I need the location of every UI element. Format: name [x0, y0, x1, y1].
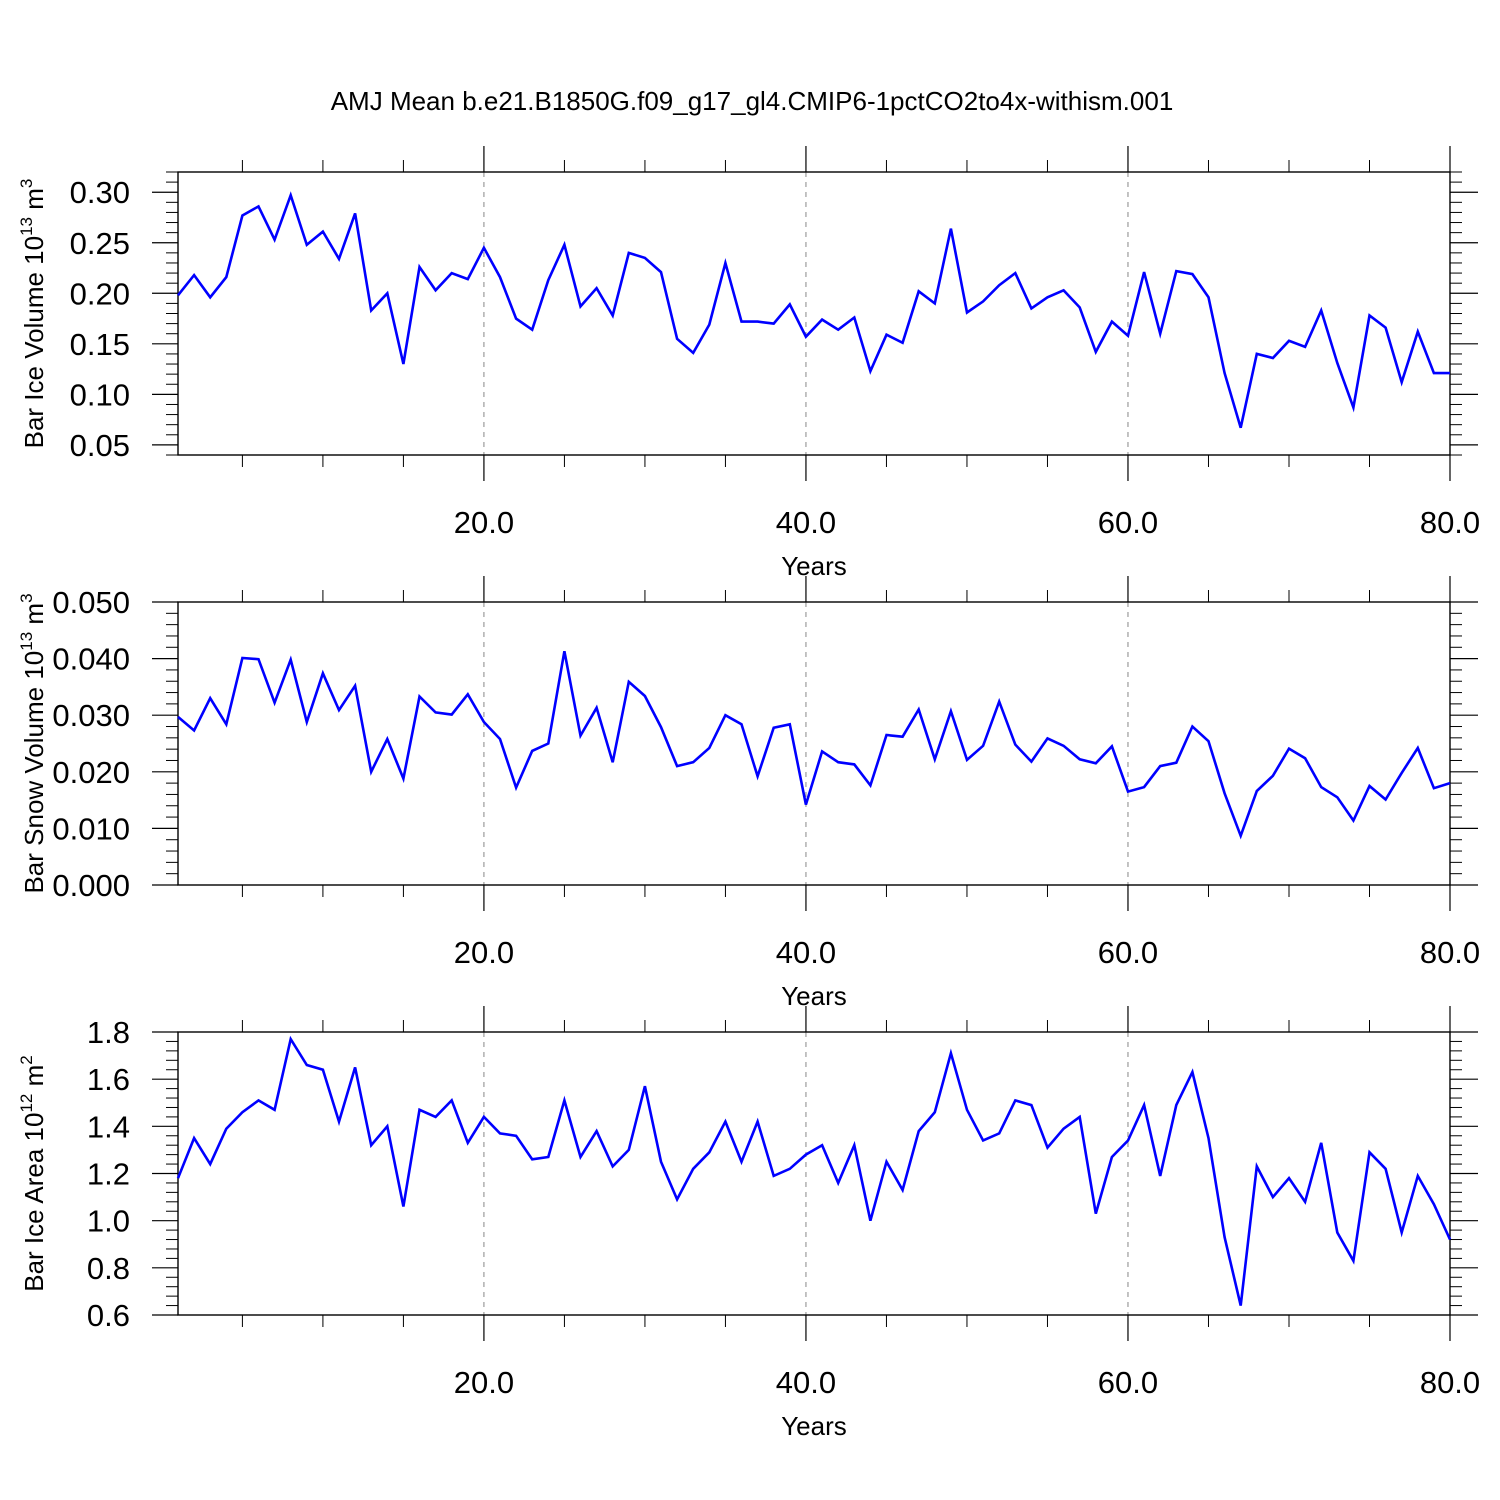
x-axis-label: Years — [781, 551, 847, 581]
y-tick-label: 1.8 — [87, 1015, 130, 1050]
y-axis-label-main: Bar Ice Volume 10 — [19, 236, 49, 448]
y-axis-label: Bar Ice Volume 1013 m3 — [17, 179, 49, 449]
y-tick-label: 0.20 — [70, 276, 130, 311]
y-axis-label-unit-exponent: 3 — [17, 593, 36, 602]
x-tick-label: 20.0 — [454, 505, 514, 540]
y-tick-label: 1.6 — [87, 1062, 130, 1097]
chart-panel-3: 0.6 0.8 1.0 1.2 1.4 1.6 1.8 20.0 40.0 60.0 80.0 Yea… — [17, 1006, 1480, 1441]
series-line — [177, 650, 1451, 840]
x-tick-label: 40.0 — [776, 505, 836, 540]
chart-panel-2: 0.000 0.010 0.020 0.030 0.040 0.050 20.0 40.0 60… — [17, 576, 1480, 1011]
plot-frame — [177, 601, 1451, 886]
figure-title: AMJ Mean b.e21.B1850G.f09_g17_gl4.CMIP6-… — [331, 86, 1174, 116]
x-tick-label: 40.0 — [776, 1365, 836, 1400]
y-tick-label: 0.050 — [52, 585, 130, 620]
x-tick-label: 60.0 — [1098, 505, 1158, 540]
y-axis-label: Bar Snow Volume 1013 m3 — [17, 593, 49, 893]
y-axis-label-unit: m — [19, 603, 49, 632]
y-tick-label: 0.010 — [52, 811, 130, 846]
y-tick-label: 0.030 — [52, 698, 130, 733]
x-tick-label: 20.0 — [454, 935, 514, 970]
x-axis-label: Years — [781, 1411, 847, 1441]
y-tick-label: 1.4 — [87, 1109, 130, 1144]
y-tick-label: 0.6 — [87, 1298, 130, 1333]
x-tick-label: 60.0 — [1098, 1365, 1158, 1400]
y-axis-label-unit-exponent: 3 — [17, 179, 36, 188]
y-tick-label: 1.0 — [87, 1204, 130, 1239]
y-tick-label: 0.05 — [70, 428, 130, 463]
chart-panel-1: 0.05 0.10 0.15 0.20 0.25 0.30 20.0 40.0 60.0 80.0… — [17, 146, 1480, 581]
y-tick-label: 0.020 — [52, 755, 130, 790]
y-tick-label: 0.040 — [52, 642, 130, 677]
y-tick-label: 1.2 — [87, 1157, 130, 1192]
y-tick-label: 0.000 — [52, 868, 130, 903]
y-axis-label-main: Bar Snow Volume 10 — [19, 651, 49, 894]
panels: 0.05 0.10 0.15 0.20 0.25 0.30 20.0 40.0 60.0 80.0… — [17, 146, 1480, 1441]
y-axis-label-unit: m — [19, 1065, 49, 1094]
y-axis-label-unit-exponent: 2 — [17, 1055, 36, 1064]
y-tick-label: 0.10 — [70, 377, 130, 412]
y-axis-label-exponent: 13 — [17, 217, 36, 236]
y-axis-label-unit: m — [19, 188, 49, 217]
series-line — [176, 1035, 1452, 1306]
x-tick-label: 60.0 — [1098, 935, 1158, 970]
x-tick-label: 40.0 — [776, 935, 836, 970]
x-axis-label: Years — [781, 981, 847, 1011]
x-tick-label: 80.0 — [1420, 935, 1480, 970]
x-tick-label: 80.0 — [1420, 1365, 1480, 1400]
y-tick-label: 0.15 — [70, 327, 130, 362]
y-axis-label-exponent: 12 — [17, 1094, 36, 1113]
y-axis-label-main: Bar Ice Area 10 — [19, 1113, 49, 1292]
y-tick-label: 0.30 — [70, 175, 130, 210]
x-tick-label: 20.0 — [454, 1365, 514, 1400]
x-tick-label: 80.0 — [1420, 505, 1480, 540]
y-axis-label: Bar Ice Area 1012 m2 — [17, 1055, 49, 1292]
y-tick-label: 0.25 — [70, 226, 130, 261]
y-tick-label: 0.8 — [87, 1251, 130, 1286]
series-line — [176, 191, 1450, 429]
y-axis-label-exponent: 13 — [17, 632, 36, 651]
